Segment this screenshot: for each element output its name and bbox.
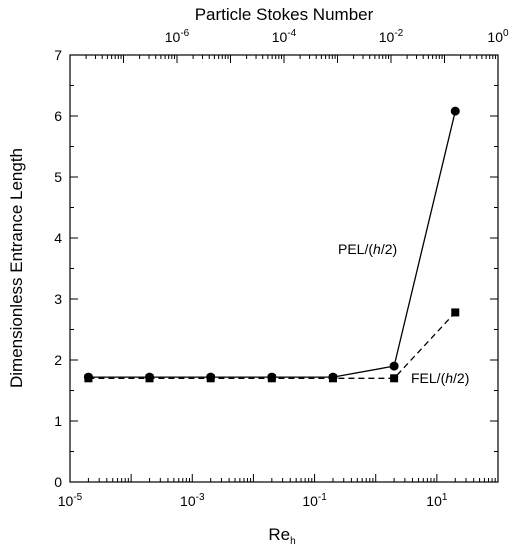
y-tick-label: 4	[54, 230, 62, 246]
top-tick-label: 10-6	[165, 28, 190, 45]
series-0-point	[450, 106, 460, 116]
plot-frame	[69, 54, 499, 483]
series-0-line	[88, 110, 456, 378]
x-tick-label: 101	[426, 492, 448, 509]
series-1-point	[84, 374, 93, 383]
x-axis-title-sub: h	[290, 536, 296, 547]
series-layer	[83, 106, 460, 383]
series-1-point	[267, 374, 276, 383]
top-axis-title: Particle Stokes Number	[195, 5, 374, 24]
x-axis-title-main: Re	[268, 525, 290, 544]
series-1-point	[145, 374, 154, 383]
axis-ticks	[69, 54, 499, 483]
series-1-point	[451, 308, 460, 317]
x-tick-label: 10-3	[180, 492, 205, 509]
y-tick-label: 7	[54, 47, 62, 63]
x-axis-title: Reh	[268, 525, 295, 547]
top-tick-label: 100	[487, 28, 509, 45]
tick-labels: 0 1 2 3 4 5 6 7 10-5 10-3 10-1 101 10-6 10-4 10-2 100	[54, 28, 509, 509]
series-0-point	[389, 361, 399, 371]
series-1-line	[88, 311, 456, 379]
x-tick-label: 10-5	[58, 492, 83, 509]
series-1-point	[390, 374, 399, 383]
y-axis-title: Dimensionless Entrance Length	[7, 148, 26, 388]
series-1-point	[206, 374, 215, 383]
y-tick-label: 6	[54, 108, 62, 124]
pel-annotation: PEL/(h/2)	[338, 241, 397, 257]
top-tick-label: 10-2	[379, 28, 404, 45]
y-tick-label: 2	[54, 352, 62, 368]
series-1-point	[328, 374, 337, 383]
y-tick-label: 3	[54, 291, 62, 307]
x-tick-label: 10-1	[302, 492, 327, 509]
fel-annotation: FEL/(h/2)	[411, 370, 469, 386]
y-tick-label: 1	[54, 413, 62, 429]
y-tick-label: 5	[54, 169, 62, 185]
y-tick-label: 0	[54, 474, 62, 490]
top-tick-label: 10-4	[272, 28, 297, 45]
